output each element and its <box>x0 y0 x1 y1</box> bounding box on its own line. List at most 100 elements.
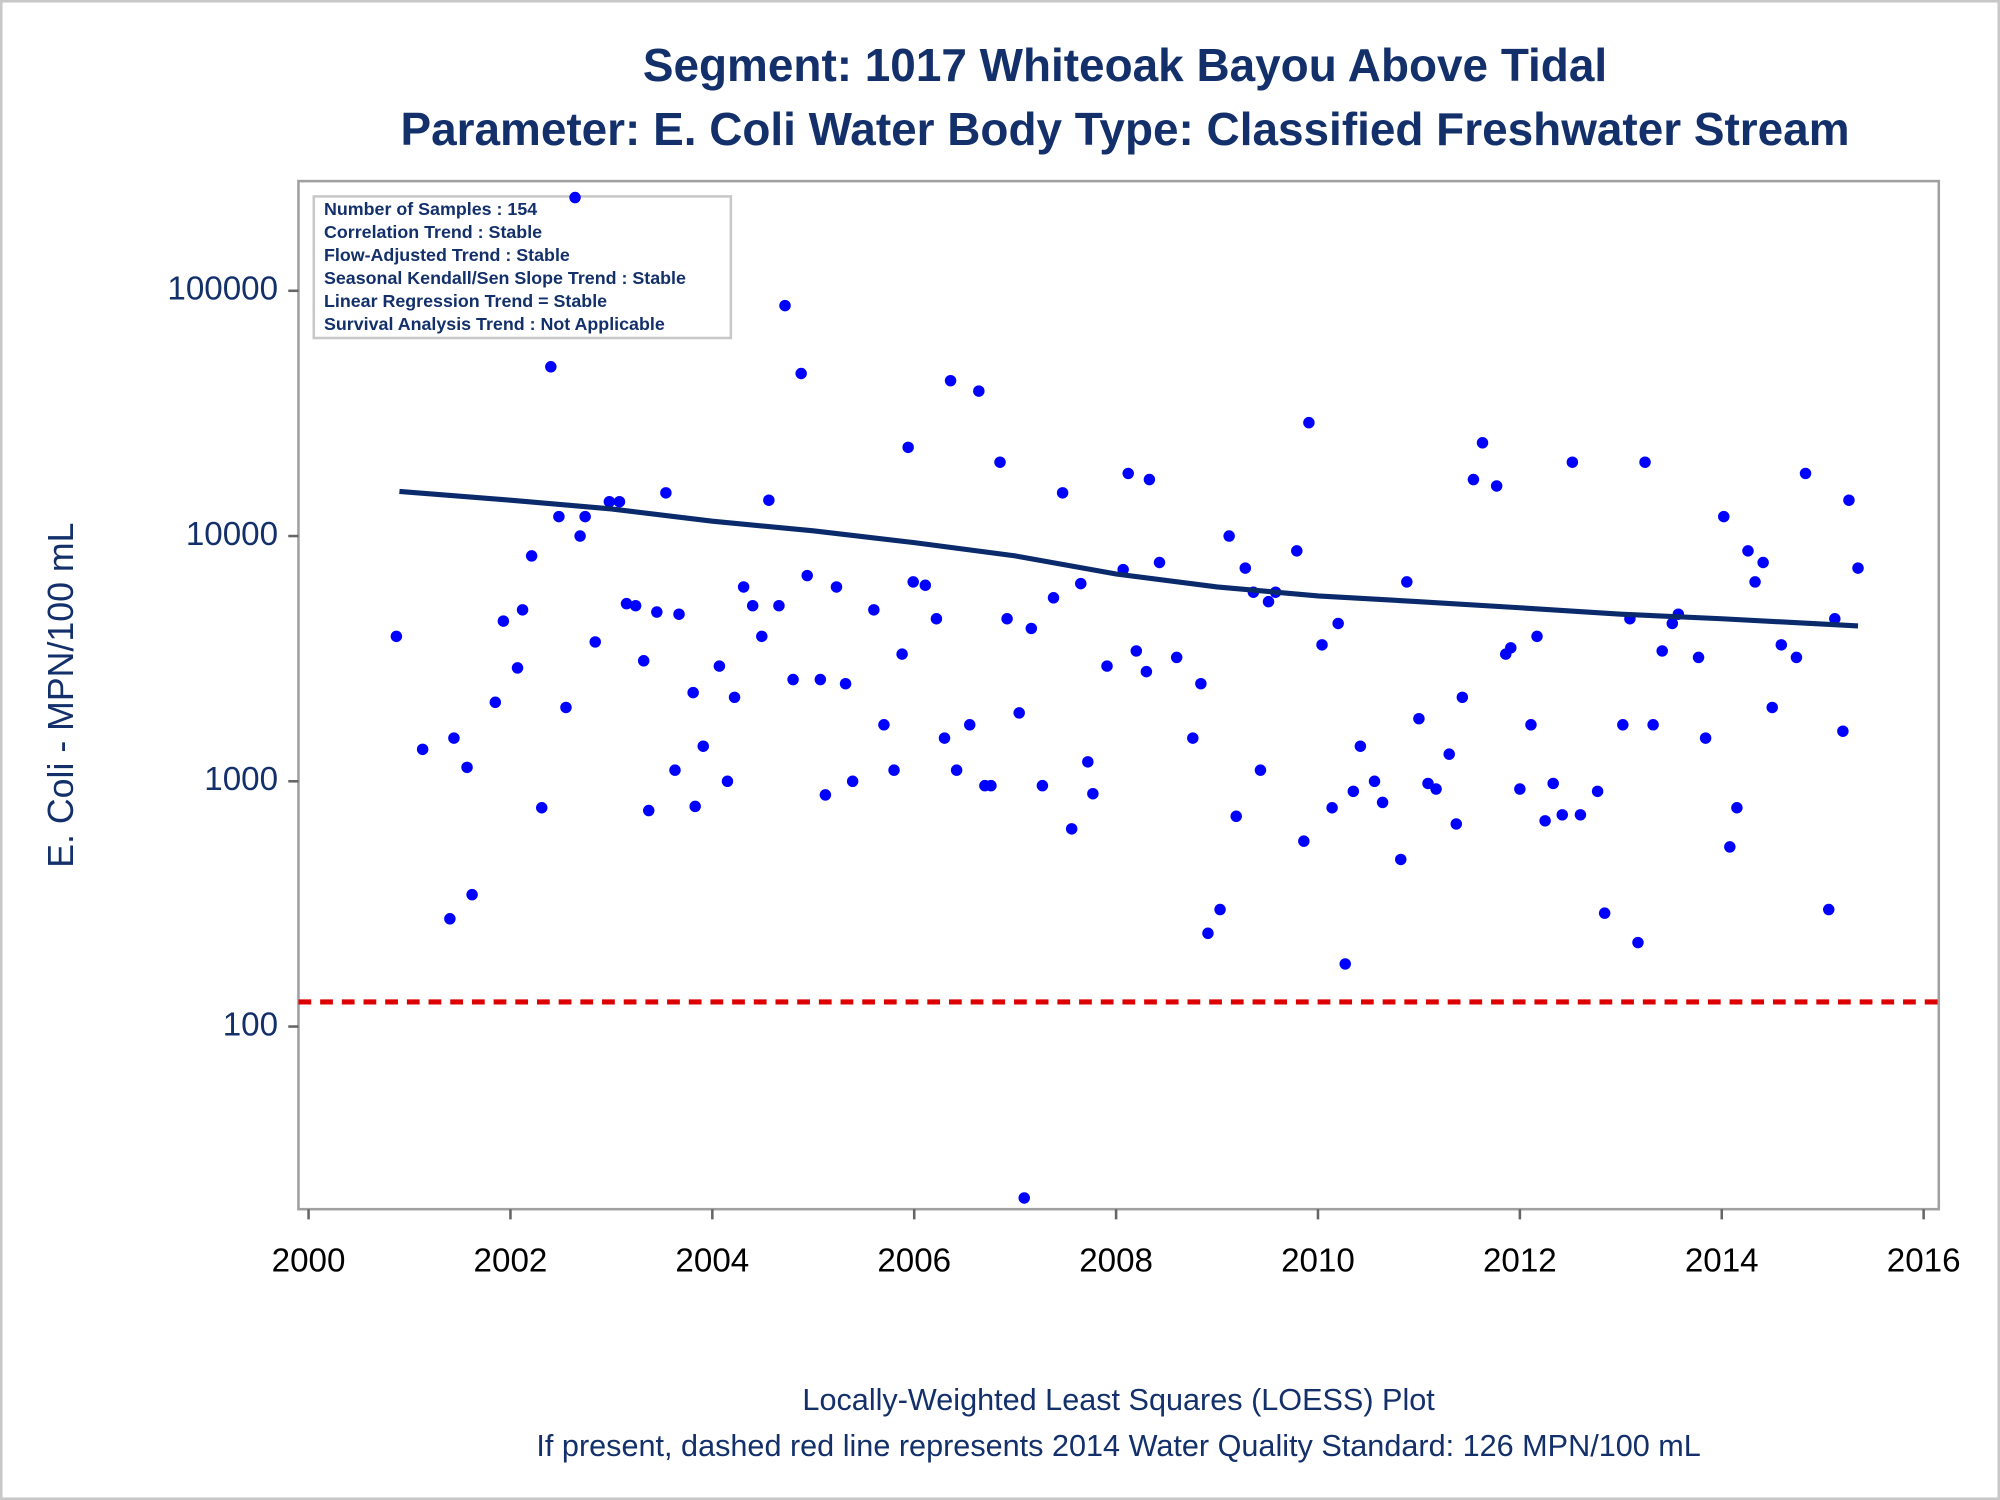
sample-point <box>448 732 460 744</box>
sample-point <box>1223 530 1235 542</box>
sample-point <box>1018 1192 1030 1204</box>
sample-point <box>1591 785 1604 798</box>
x-tick-label: 2002 <box>474 1243 548 1280</box>
sample-point <box>1230 810 1242 823</box>
sample-point <box>1829 613 1841 625</box>
sample-point <box>1647 719 1659 731</box>
sample-point <box>896 648 908 660</box>
sample-point <box>1505 642 1517 654</box>
sample-point <box>1087 787 1099 800</box>
stats-line: Flow-Adjusted Trend : Stable <box>324 245 570 265</box>
sample-point <box>973 385 985 397</box>
sample-point <box>1639 456 1651 468</box>
sample-point <box>516 604 529 616</box>
sample-point <box>888 764 900 776</box>
sample-point <box>1339 958 1351 970</box>
sample-point <box>1413 712 1425 725</box>
sample-point <box>1153 556 1166 569</box>
sample-point <box>1422 777 1434 790</box>
sample-point <box>944 374 957 387</box>
sample-point <box>1566 456 1579 468</box>
sample-point <box>553 510 565 523</box>
y-tick-label: 100 <box>223 1006 278 1043</box>
sample-point <box>1101 660 1113 672</box>
sample-point <box>746 599 759 612</box>
sample-point <box>1303 416 1315 429</box>
x-tick-label: 2000 <box>272 1243 346 1280</box>
x-tick-label: 2016 <box>1887 1243 1961 1280</box>
sample-point <box>545 361 557 373</box>
stats-line: Number of Samples : 154 <box>324 199 537 219</box>
plot-frame <box>297 179 1941 1211</box>
sample-point <box>878 719 890 731</box>
sample-point <box>830 581 843 593</box>
sample-point <box>1187 732 1199 744</box>
sample-point <box>1443 748 1455 760</box>
sample-point <box>839 677 852 690</box>
sample-point <box>1539 815 1551 827</box>
sample-point <box>1347 785 1360 798</box>
sample-point <box>1262 595 1275 608</box>
sample-point <box>1036 779 1049 792</box>
sample-point <box>497 615 510 627</box>
sample-point <box>1456 691 1469 704</box>
sample-point <box>1598 907 1611 919</box>
y-tick-label: 100000 <box>167 271 278 308</box>
sample-point <box>1214 903 1226 916</box>
sample-point <box>569 191 581 204</box>
sample-point <box>1001 613 1013 625</box>
sample-point <box>642 804 655 817</box>
chart-subtitle: Parameter: E. Coli Water Body Type: Clas… <box>400 103 1849 155</box>
sample-point <box>902 441 914 454</box>
sample-point <box>1775 639 1788 651</box>
sample-point <box>669 764 681 776</box>
sample-point <box>1547 777 1559 790</box>
sample-point <box>1790 651 1803 664</box>
sample-point <box>721 775 734 788</box>
sample-point <box>1731 802 1743 814</box>
sample-point <box>737 581 750 593</box>
sample-point <box>1531 630 1543 643</box>
sample-point <box>868 604 880 616</box>
footnote: Locally-Weighted Least Squares (LOESS) P… <box>802 1383 1435 1417</box>
sample-point <box>697 740 709 752</box>
sample-point <box>756 630 768 643</box>
sample-point <box>466 888 478 901</box>
stats-line: Linear Regression Trend = Stable <box>324 291 607 311</box>
sample-point <box>1056 487 1069 499</box>
sample-point <box>1843 494 1855 506</box>
sample-point <box>613 495 626 508</box>
sample-point <box>1656 645 1668 657</box>
sample-point <box>1514 783 1526 795</box>
sample-point <box>713 660 726 672</box>
sample-point <box>1065 823 1078 835</box>
sample-point <box>1025 622 1038 635</box>
x-tick-label: 2008 <box>1079 1243 1153 1280</box>
sample-point <box>1326 802 1338 814</box>
sample-point <box>687 686 699 699</box>
sample-point <box>930 613 943 625</box>
sample-point <box>1202 927 1214 940</box>
sample-point <box>637 655 650 667</box>
sample-point <box>846 775 859 788</box>
sample-point <box>728 691 741 704</box>
sample-point <box>763 494 775 506</box>
sample-point <box>801 569 813 582</box>
sample-point <box>1298 835 1310 847</box>
sample-point <box>603 495 616 508</box>
sample-point <box>1401 576 1413 588</box>
sample-point <box>795 367 807 380</box>
sample-point <box>1525 719 1537 731</box>
sample-point <box>589 636 601 648</box>
sample-point <box>1742 545 1754 557</box>
sample-point <box>938 732 951 744</box>
sample-point <box>1368 775 1381 788</box>
sample-point <box>1724 841 1736 853</box>
sample-point <box>994 456 1006 468</box>
sample-point <box>489 696 502 709</box>
sample-point <box>574 530 586 542</box>
sample-point <box>1467 473 1480 486</box>
sample-point <box>907 576 919 588</box>
sample-point <box>773 599 785 612</box>
